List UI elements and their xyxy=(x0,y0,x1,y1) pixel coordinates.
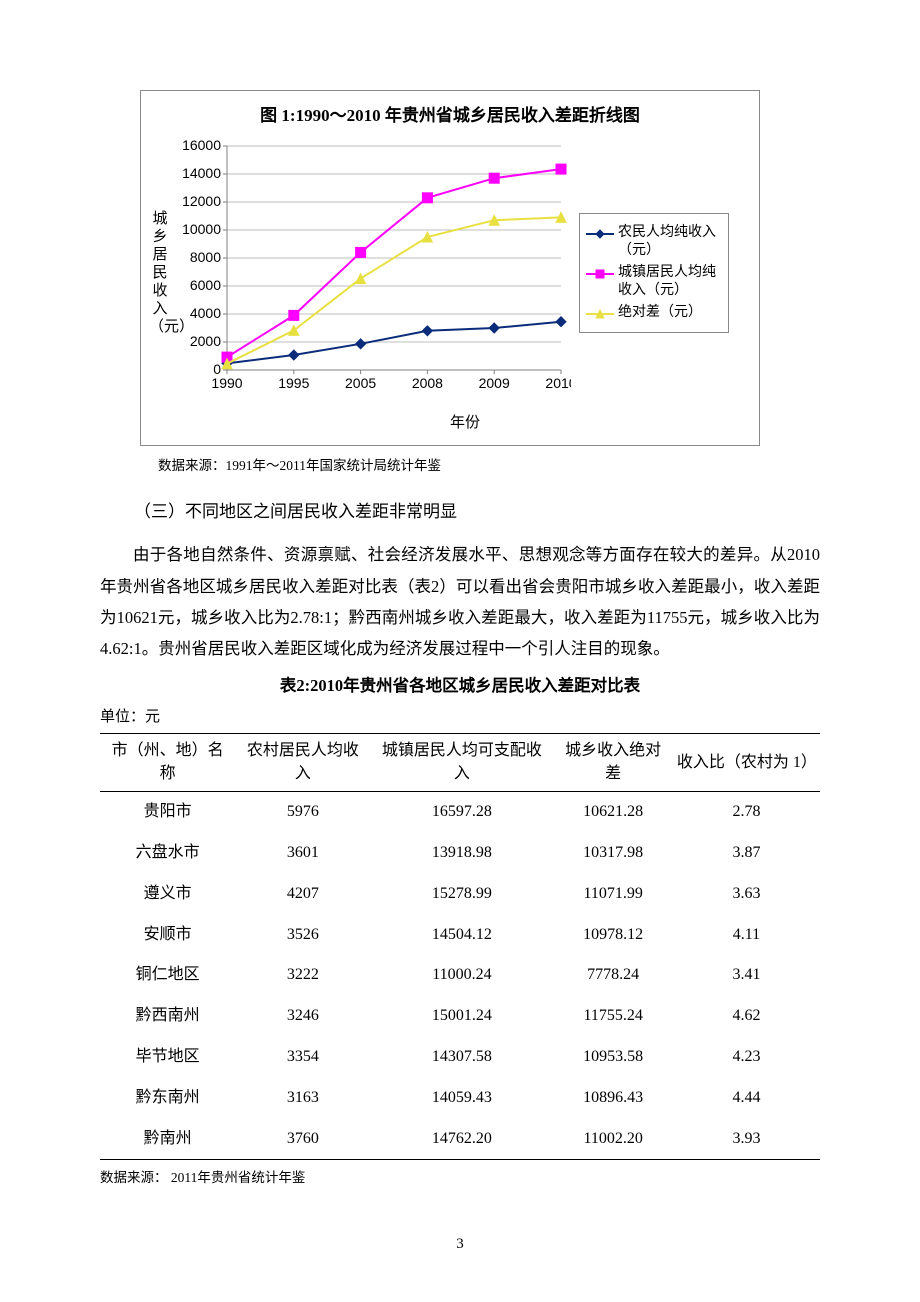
section-heading: （三）不同地区之间居民收入差距非常明显 xyxy=(100,497,820,528)
table-title: 表2:2010年贵州省各地区城乡居民收入差距对比表 xyxy=(100,671,820,701)
col-header: 农村居民人均收入 xyxy=(235,734,370,792)
chart-xlabel: 年份 xyxy=(179,410,751,437)
table-cell: 2.78 xyxy=(673,792,820,833)
table-cell: 10896.43 xyxy=(553,1078,673,1119)
svg-text:10000: 10000 xyxy=(182,221,221,237)
table-row: 遵义市420715278.9911071.993.63 xyxy=(100,874,820,915)
table-row: 安顺市352614504.1210978.124.11 xyxy=(100,915,820,956)
chart-ylabel: 城乡居民收入（元） xyxy=(149,210,171,336)
table-cell: 11002.20 xyxy=(553,1119,673,1160)
table-cell: 3.93 xyxy=(673,1119,820,1160)
table-cell: 贵阳市 xyxy=(100,792,235,833)
table-cell: 14307.58 xyxy=(370,1037,553,1078)
table-row: 黔西南州324615001.2411755.244.62 xyxy=(100,996,820,1037)
table-cell: 毕节地区 xyxy=(100,1037,235,1078)
table-row: 贵阳市597616597.2810621.282.78 xyxy=(100,792,820,833)
table-cell: 7778.24 xyxy=(553,955,673,996)
legend-marker-2 xyxy=(586,307,614,321)
table-cell: 六盘水市 xyxy=(100,833,235,874)
table-cell: 3601 xyxy=(235,833,370,874)
comparison-table: 市（州、地）名称 农村居民人均收入 城镇居民人均可支配收入 城乡收入绝对差 收入… xyxy=(100,733,820,1160)
col-header: 城镇居民人均可支配收入 xyxy=(370,734,553,792)
table-cell: 11071.99 xyxy=(553,874,673,915)
legend-item: 城镇居民人均纯收入（元） xyxy=(586,264,722,300)
table-row: 毕节地区335414307.5810953.584.23 xyxy=(100,1037,820,1078)
table-cell: 10621.28 xyxy=(553,792,673,833)
table-cell: 3163 xyxy=(235,1078,370,1119)
chart-body: 城乡居民收入（元） 020004000600080001000012000140… xyxy=(149,138,751,409)
table-cell: 11755.24 xyxy=(553,996,673,1037)
table-cell: 15278.99 xyxy=(370,874,553,915)
table-row: 黔南州376014762.2011002.203.93 xyxy=(100,1119,820,1160)
chart-title: 图 1:1990～2010 年贵州省城乡居民收入差距折线图 xyxy=(149,101,751,132)
table-cell: 10978.12 xyxy=(553,915,673,956)
col-header: 城乡收入绝对差 xyxy=(553,734,673,792)
table-source-note: 数据来源： 2011年贵州省统计年鉴 xyxy=(100,1166,820,1190)
table-row: 铜仁地区322211000.247778.243.41 xyxy=(100,955,820,996)
table-header-row: 市（州、地）名称 农村居民人均收入 城镇居民人均可支配收入 城乡收入绝对差 收入… xyxy=(100,734,820,792)
svg-text:2008: 2008 xyxy=(412,375,443,391)
table-cell: 黔南州 xyxy=(100,1119,235,1160)
chart-container: 图 1:1990～2010 年贵州省城乡居民收入差距折线图 城乡居民收入（元） … xyxy=(140,90,760,446)
svg-text:2000: 2000 xyxy=(190,333,221,349)
table-cell: 5976 xyxy=(235,792,370,833)
table-cell: 4.62 xyxy=(673,996,820,1037)
table-cell: 4207 xyxy=(235,874,370,915)
svg-text:2010: 2010 xyxy=(545,375,571,391)
chart-source-note: 数据来源：1991年～2011年国家统计局统计年鉴 xyxy=(158,454,820,478)
table-cell: 3.87 xyxy=(673,833,820,874)
svg-text:8000: 8000 xyxy=(190,249,221,265)
svg-text:14000: 14000 xyxy=(182,165,221,181)
table-row: 六盘水市360113918.9810317.983.87 xyxy=(100,833,820,874)
table-cell: 14059.43 xyxy=(370,1078,553,1119)
table-cell: 13918.98 xyxy=(370,833,553,874)
legend-marker-0 xyxy=(586,227,614,241)
table-cell: 15001.24 xyxy=(370,996,553,1037)
legend-item: 绝对差（元） xyxy=(586,304,722,322)
body-paragraph: 由于各地自然条件、资源禀赋、社会经济发展水平、思想观念等方面存在较大的差异。从2… xyxy=(100,539,820,664)
legend-item: 农民人均纯收入（元） xyxy=(586,224,722,260)
legend-label: 绝对差（元） xyxy=(618,304,722,322)
table-cell: 10317.98 xyxy=(553,833,673,874)
chart-legend: 农民人均纯收入（元） 城镇居民人均纯收入（元） 绝对差（元） xyxy=(579,213,729,334)
svg-text:1990: 1990 xyxy=(211,375,242,391)
table-cell: 14504.12 xyxy=(370,915,553,956)
table-cell: 铜仁地区 xyxy=(100,955,235,996)
table-cell: 4.23 xyxy=(673,1037,820,1078)
svg-text:2005: 2005 xyxy=(345,375,376,391)
legend-label: 城镇居民人均纯收入（元） xyxy=(618,264,722,300)
svg-text:2009: 2009 xyxy=(479,375,510,391)
table-cell: 3.41 xyxy=(673,955,820,996)
svg-text:4000: 4000 xyxy=(190,305,221,321)
table-cell: 3222 xyxy=(235,955,370,996)
table-row: 黔东南州316314059.4310896.434.44 xyxy=(100,1078,820,1119)
table-unit: 单位：元 xyxy=(100,704,820,731)
legend-label: 农民人均纯收入（元） xyxy=(618,224,722,260)
table-cell: 黔西南州 xyxy=(100,996,235,1037)
table-cell: 11000.24 xyxy=(370,955,553,996)
table-cell: 14762.20 xyxy=(370,1119,553,1160)
table-cell: 安顺市 xyxy=(100,915,235,956)
table-cell: 黔东南州 xyxy=(100,1078,235,1119)
table-cell: 3246 xyxy=(235,996,370,1037)
svg-text:16000: 16000 xyxy=(182,138,221,153)
table-cell: 3526 xyxy=(235,915,370,956)
svg-text:12000: 12000 xyxy=(182,193,221,209)
table-cell: 3.63 xyxy=(673,874,820,915)
table-cell: 10953.58 xyxy=(553,1037,673,1078)
table-cell: 3760 xyxy=(235,1119,370,1160)
svg-text:6000: 6000 xyxy=(190,277,221,293)
chart-plot: 0200040006000800010000120001400016000199… xyxy=(171,138,571,409)
svg-text:1995: 1995 xyxy=(278,375,309,391)
col-header: 收入比（农村为 1） xyxy=(673,734,820,792)
table-cell: 遵义市 xyxy=(100,874,235,915)
page-number: 3 xyxy=(100,1231,820,1258)
col-header: 市（州、地）名称 xyxy=(100,734,235,792)
table-cell: 4.44 xyxy=(673,1078,820,1119)
legend-marker-1 xyxy=(586,267,614,281)
table-cell: 4.11 xyxy=(673,915,820,956)
table-cell: 16597.28 xyxy=(370,792,553,833)
table-cell: 3354 xyxy=(235,1037,370,1078)
